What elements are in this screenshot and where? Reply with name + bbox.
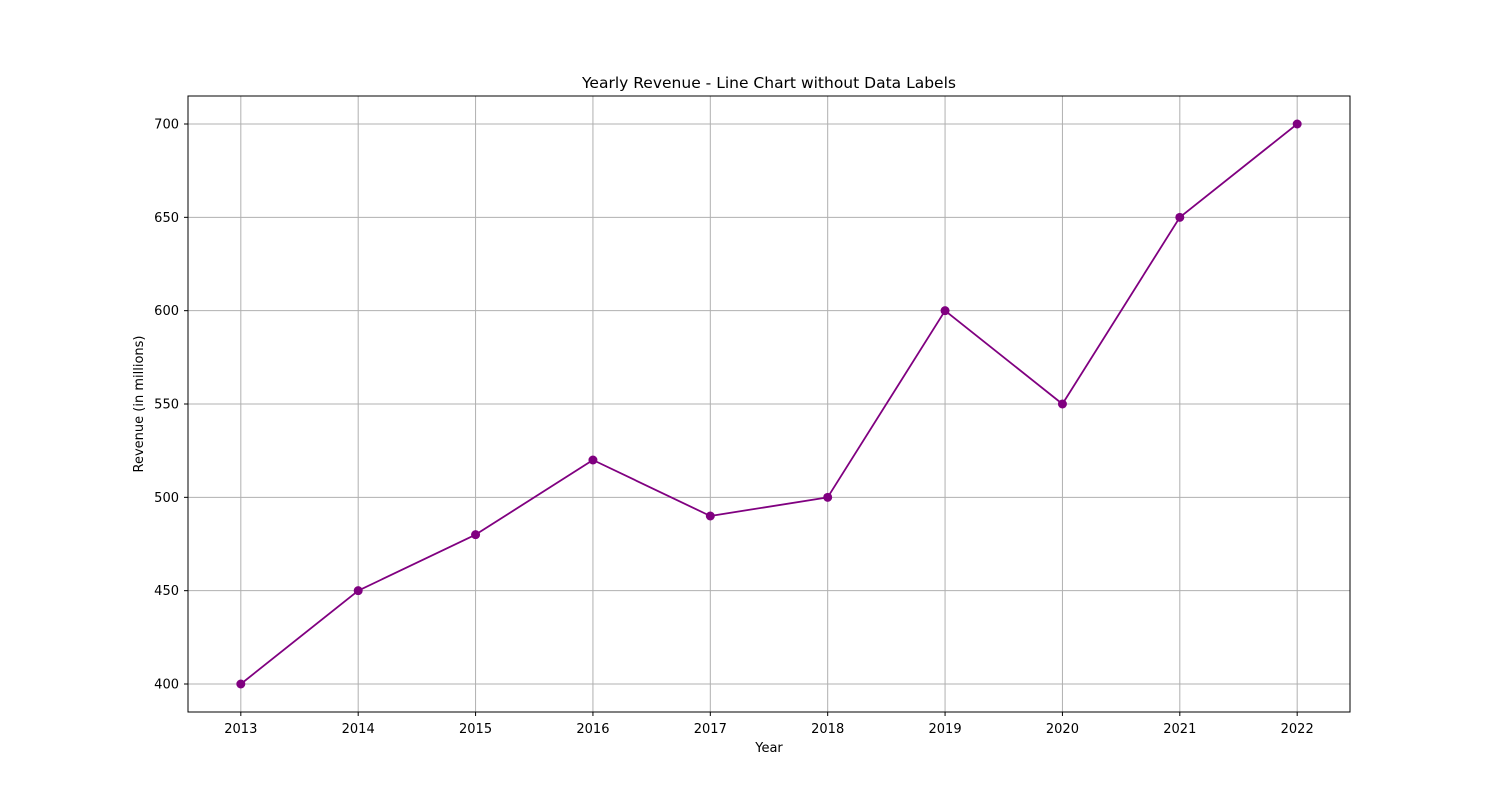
data-point-2013: [236, 679, 246, 689]
x-tick-label: 2016: [576, 722, 609, 737]
y-axis-ticks: 400 450 500 550 600 650 700: [154, 118, 188, 693]
y-tick-label: 400: [154, 678, 179, 693]
series-line: [240, 123, 1298, 685]
data-point-2018: [823, 492, 833, 502]
x-tick-label: 2020: [1046, 722, 1079, 737]
data-point-2020: [1057, 399, 1067, 409]
data-point-2017: [705, 511, 715, 521]
y-tick-label: 500: [154, 491, 179, 506]
grid-lines: [188, 96, 1350, 712]
series-layer: [236, 119, 1302, 689]
y-tick-label: 700: [154, 118, 179, 133]
x-tick-label: 2013: [224, 722, 257, 737]
x-tick-label: 2015: [459, 722, 492, 737]
chart-title: Yearly Revenue - Line Chart without Data…: [581, 74, 956, 92]
x-axis-label: Year: [754, 741, 783, 756]
x-tick-label: 2014: [342, 722, 375, 737]
x-tick-label: 2019: [929, 722, 962, 737]
data-point-2016: [588, 455, 598, 465]
y-axis-label: Revenue (in millions): [132, 336, 147, 473]
x-tick-label: 2017: [694, 722, 727, 737]
x-tick-label: 2021: [1163, 722, 1196, 737]
y-tick-label: 550: [154, 398, 179, 413]
data-point-2022: [1292, 119, 1302, 129]
y-tick-label: 450: [154, 584, 179, 599]
x-tick-label: 2018: [811, 722, 844, 737]
data-point-2021: [1175, 212, 1185, 222]
x-tick-label: 2022: [1281, 722, 1314, 737]
data-point-2019: [940, 306, 950, 316]
data-point-2014: [353, 586, 363, 596]
data-point-2015: [471, 530, 481, 540]
y-tick-label: 600: [154, 304, 179, 319]
x-axis-ticks: 2013 2014 2015 2016 2017 2018 2019 2020 2021 2022: [224, 712, 1314, 737]
y-tick-label: 650: [154, 211, 179, 226]
